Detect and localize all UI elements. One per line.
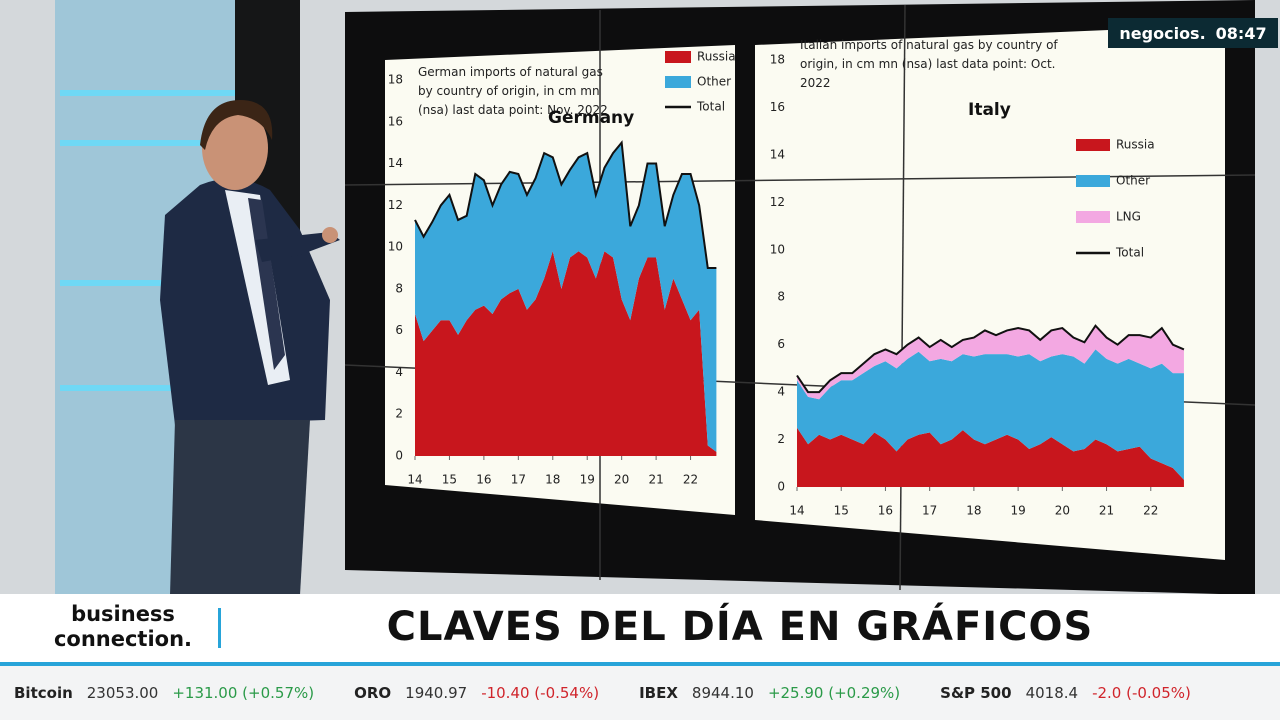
chart-label: Germany	[548, 108, 635, 128]
x-tick-label: 20	[614, 473, 629, 487]
ticker-name: Bitcoin	[14, 684, 73, 702]
y-tick-label: 4	[395, 365, 403, 379]
channel: negocios.	[1119, 23, 1206, 43]
x-tick-label: 20	[1055, 504, 1070, 518]
chart-title: Italian imports of natural gas by countr…	[800, 38, 1058, 90]
light-strip	[60, 140, 235, 146]
x-tick-label: 16	[878, 504, 893, 518]
x-tick-label: 15	[834, 504, 849, 518]
y-tick-label: 12	[770, 195, 785, 209]
divider	[218, 608, 221, 648]
y-tick-label: 4	[777, 385, 785, 399]
ticker-name: ORO	[354, 684, 392, 702]
head	[202, 106, 268, 190]
ticker-change: +131.00 (+0.57%)	[172, 684, 315, 702]
y-tick-label: 12	[388, 198, 403, 212]
y-tick-label: 10	[388, 240, 403, 254]
channel-clock: negocios. 08:47	[1108, 18, 1278, 48]
y-tick-label: 18	[388, 73, 403, 87]
x-tick-label: 14	[407, 473, 422, 487]
y-tick-label: 2	[777, 432, 785, 446]
hair	[200, 100, 273, 150]
legend-swatch	[1076, 175, 1110, 187]
x-tick-label: 21	[1099, 504, 1114, 518]
ticker-price: 8944.10	[691, 684, 754, 702]
area	[415, 142, 717, 452]
legend-label: Total	[1115, 246, 1144, 260]
show-name: business connection.	[53, 602, 193, 651]
legend-label: Russia	[697, 50, 736, 64]
ticker-name: S&P 500	[940, 684, 1012, 702]
x-tick-label: 17	[922, 504, 937, 518]
y-tick-label: 14	[388, 156, 403, 170]
ticker-item: Bitcoin 23053.00 +131.00 (+0.57%)	[14, 684, 314, 702]
y-tick-label: 0	[777, 480, 785, 494]
x-tick-label: 21	[648, 473, 663, 487]
x-tick-label: 16	[476, 473, 491, 487]
legend-swatch	[665, 51, 691, 63]
area	[797, 325, 1184, 400]
headline: CLAVES DEL DÍA EN GRÁFICOS	[386, 604, 1094, 650]
legend-label: LNG	[1116, 210, 1141, 224]
x-tick-label: 19	[1010, 504, 1025, 518]
y-tick-label: 8	[777, 290, 785, 304]
x-tick-label: 14	[789, 504, 804, 518]
legend-label: Other	[697, 75, 731, 89]
light-strip	[60, 90, 235, 96]
lower-third: business connection. CLAVES DEL DÍA EN G…	[0, 594, 1280, 662]
x-tick-label: 17	[511, 473, 526, 487]
light-strip	[60, 385, 235, 391]
trousers	[170, 420, 310, 595]
ticker-item: ORO 1940.97 -10.40 (-0.54%)	[354, 684, 599, 702]
legend-label: Russia	[1116, 138, 1155, 152]
y-tick-label: 10	[770, 242, 785, 256]
y-tick-label: 6	[777, 337, 785, 351]
legend-swatch	[665, 76, 691, 88]
x-tick-label: 15	[442, 473, 457, 487]
x-tick-label: 22	[683, 473, 698, 487]
area	[797, 427, 1184, 487]
ticker-item: IBEX 8944.10 +25.90 (+0.29%)	[639, 684, 900, 702]
x-tick-label: 19	[580, 473, 595, 487]
ticker-item: S&P 500 4018.4 -2.0 (-0.05%)	[940, 684, 1191, 702]
y-tick-label: 2	[395, 407, 403, 421]
legend-swatch	[1076, 139, 1110, 151]
hand	[322, 227, 338, 243]
ticker-change: -10.40 (-0.54%)	[481, 684, 600, 702]
y-tick-label: 18	[770, 53, 785, 67]
y-tick-label: 0	[395, 449, 403, 463]
ticker-change: +25.90 (+0.29%)	[767, 684, 901, 702]
line	[796, 324, 1185, 394]
y-tick-label: 8	[395, 281, 403, 295]
ticker-price: 4018.4	[1025, 684, 1079, 702]
chart-label: Italy	[968, 100, 1011, 120]
x-tick-label: 18	[966, 504, 981, 518]
line	[414, 140, 717, 269]
arm	[255, 232, 340, 262]
light-strip	[60, 280, 235, 286]
legend-label: Total	[696, 100, 725, 114]
legend-swatch	[1076, 211, 1110, 223]
ticker-name: IBEX	[639, 684, 678, 702]
ticker-price: 23053.00	[86, 684, 159, 702]
ticker-change: -2.0 (-0.05%)	[1092, 684, 1191, 702]
x-tick-label: 22	[1143, 504, 1158, 518]
y-tick-label: 14	[770, 147, 785, 161]
ticker: Bitcoin 23053.00 +131.00 (+0.57%) ORO 1940.9…	[0, 662, 1280, 720]
chart-title: German imports of natural gas by country…	[418, 65, 608, 117]
y-tick-label: 16	[770, 100, 785, 114]
presenter	[160, 100, 340, 595]
area	[415, 251, 717, 456]
y-tick-label: 16	[388, 114, 403, 128]
ticker-price: 1940.97	[405, 684, 468, 702]
y-tick-label: 6	[395, 323, 403, 337]
legend-label: Other	[1116, 174, 1150, 188]
screen-seam	[899, 4, 906, 591]
time: 08:47	[1215, 23, 1267, 43]
area	[797, 349, 1184, 480]
x-tick-label: 18	[545, 473, 560, 487]
